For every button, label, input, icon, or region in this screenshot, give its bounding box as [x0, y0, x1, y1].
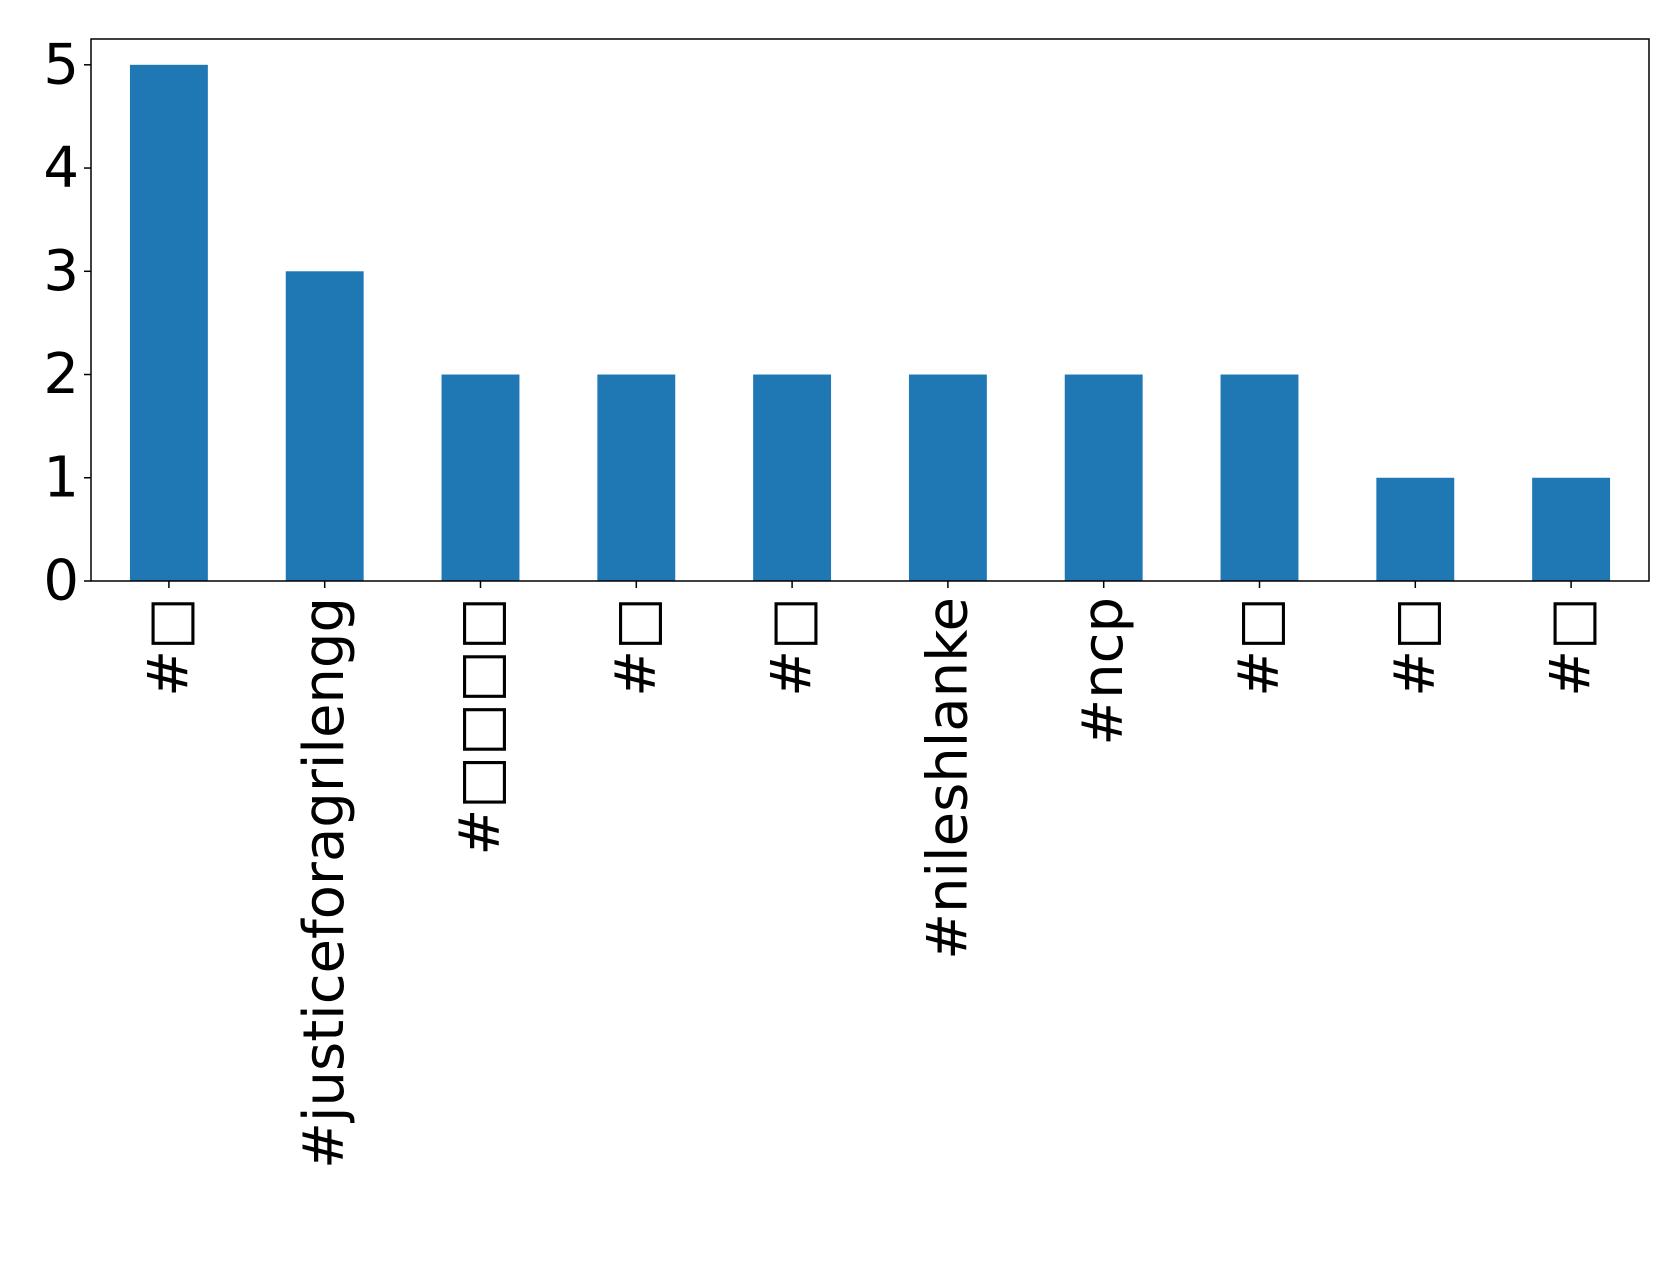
bar-0 — [129, 64, 208, 582]
bar-8 — [1376, 477, 1455, 581]
y-tick-label: 0 — [43, 549, 79, 614]
y-tick-label: 1 — [43, 445, 79, 510]
y-tick-label: 5 — [43, 32, 79, 97]
bar-4 — [753, 374, 832, 581]
y-tick-label: 2 — [43, 342, 79, 407]
bar-2 — [441, 374, 520, 581]
x-tick-label: #justiceforagrilengg — [292, 597, 357, 1169]
bar-9 — [1532, 477, 1611, 581]
bar-5 — [908, 374, 987, 581]
bar-3 — [597, 374, 676, 581]
x-axis: #□ #justiceforagrilengg #□□□□ #□ #□ #nileshla… — [136, 581, 1604, 1169]
bar-7 — [1220, 374, 1299, 581]
x-tick-label: #□ — [1539, 597, 1604, 697]
x-tick-label: #□ — [604, 597, 669, 697]
y-tick-label: 4 — [43, 136, 79, 201]
x-tick-label: #□□□□ — [448, 597, 513, 856]
x-tick-label: #□ — [760, 597, 825, 697]
x-tick-label: #□ — [1227, 597, 1292, 697]
x-tick-label: #□ — [136, 597, 201, 697]
plot-frame — [90, 38, 1650, 582]
y-tick-label: 3 — [43, 239, 79, 304]
bar-6 — [1064, 374, 1143, 581]
y-axis: 0 1 2 3 4 5 — [43, 32, 91, 614]
x-tick-label: #nileshlanke — [915, 597, 980, 960]
bars-group — [129, 64, 1611, 582]
x-tick-label: #ncp — [1071, 597, 1136, 746]
bar-1 — [285, 271, 364, 581]
x-tick-label: #□ — [1383, 597, 1448, 697]
